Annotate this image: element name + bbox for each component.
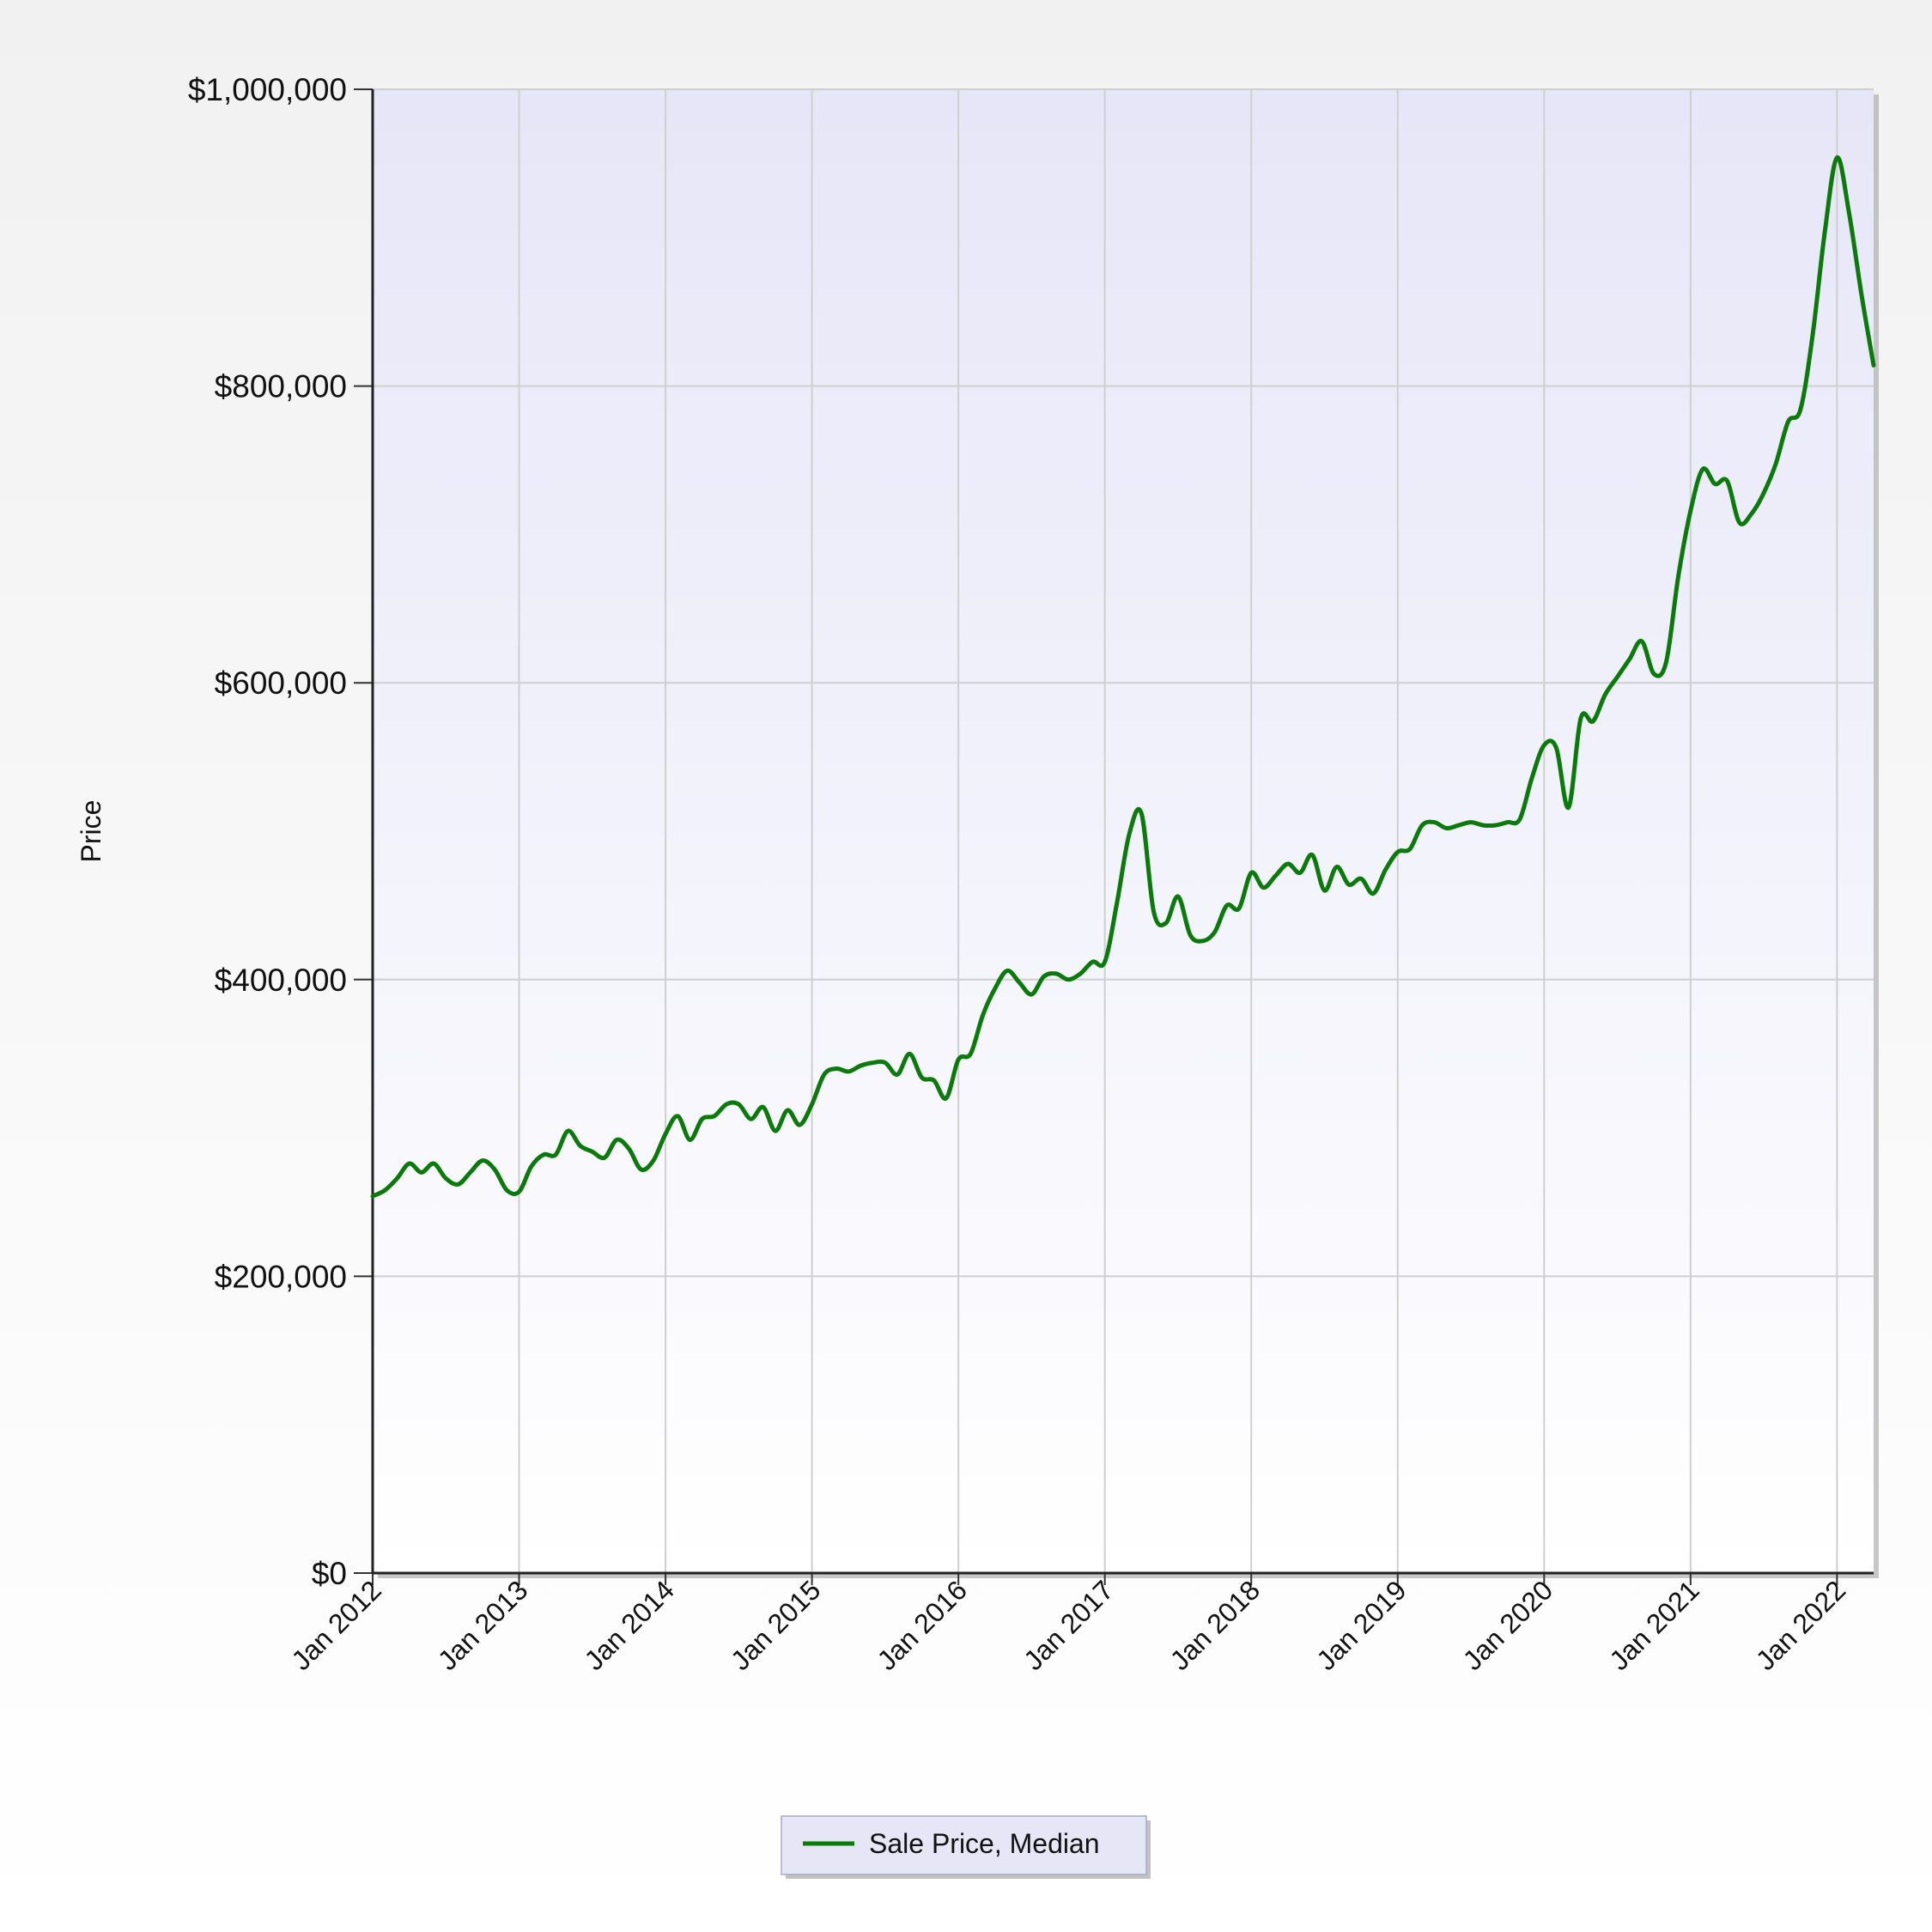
series-line <box>370 155 1876 1199</box>
plot-area <box>373 89 1874 1573</box>
y-tick-label: $600,000 <box>215 665 347 701</box>
x-tick-label: Jan 2016 <box>872 1574 974 1676</box>
y-tick-labels: $0 $200,000 $400,000 $600,000 $800,000 $1,000… <box>188 72 347 1591</box>
x-tick-label: Jan 2022 <box>1750 1574 1852 1676</box>
x-tick-label: Jan 2018 <box>1164 1574 1267 1676</box>
y-axis-title: Price <box>76 800 106 863</box>
gridlines <box>373 88 1874 1573</box>
y-tick-label: $0 <box>312 1556 347 1591</box>
y-tick-label: $800,000 <box>215 369 347 404</box>
y-tick-label: $400,000 <box>215 963 347 998</box>
axes <box>354 88 1874 1585</box>
y-tick-label: $200,000 <box>215 1259 347 1294</box>
x-tick-label: Jan 2021 <box>1603 1574 1705 1676</box>
x-tick-label: Jan 2013 <box>432 1574 534 1676</box>
legend-label: Sale Price, Median <box>869 1828 1100 1859</box>
x-tick-label: Jan 2014 <box>578 1574 680 1676</box>
x-tick-label: Jan 2019 <box>1310 1574 1413 1676</box>
series-lines <box>370 155 1876 1199</box>
x-tick-labels: Jan 2012 Jan 2013 Jan 2014 Jan 2015 Jan 2016… <box>285 1574 1851 1676</box>
x-tick-label: Jan 2015 <box>725 1574 827 1676</box>
legend: Sale Price, Median <box>781 1815 1151 1879</box>
y-tick-label: $1,000,000 <box>188 72 347 107</box>
x-tick-label: Jan 2017 <box>1018 1574 1120 1676</box>
x-tick-label: Jan 2020 <box>1457 1574 1559 1676</box>
